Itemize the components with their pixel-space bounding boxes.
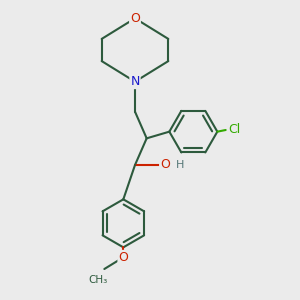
Text: CH₃: CH₃ bbox=[89, 275, 108, 285]
Text: O: O bbox=[118, 251, 128, 264]
Text: Cl: Cl bbox=[229, 123, 241, 136]
Text: H: H bbox=[176, 160, 184, 170]
Text: O: O bbox=[130, 12, 140, 25]
Text: N: N bbox=[130, 75, 140, 88]
Text: O: O bbox=[160, 158, 170, 172]
